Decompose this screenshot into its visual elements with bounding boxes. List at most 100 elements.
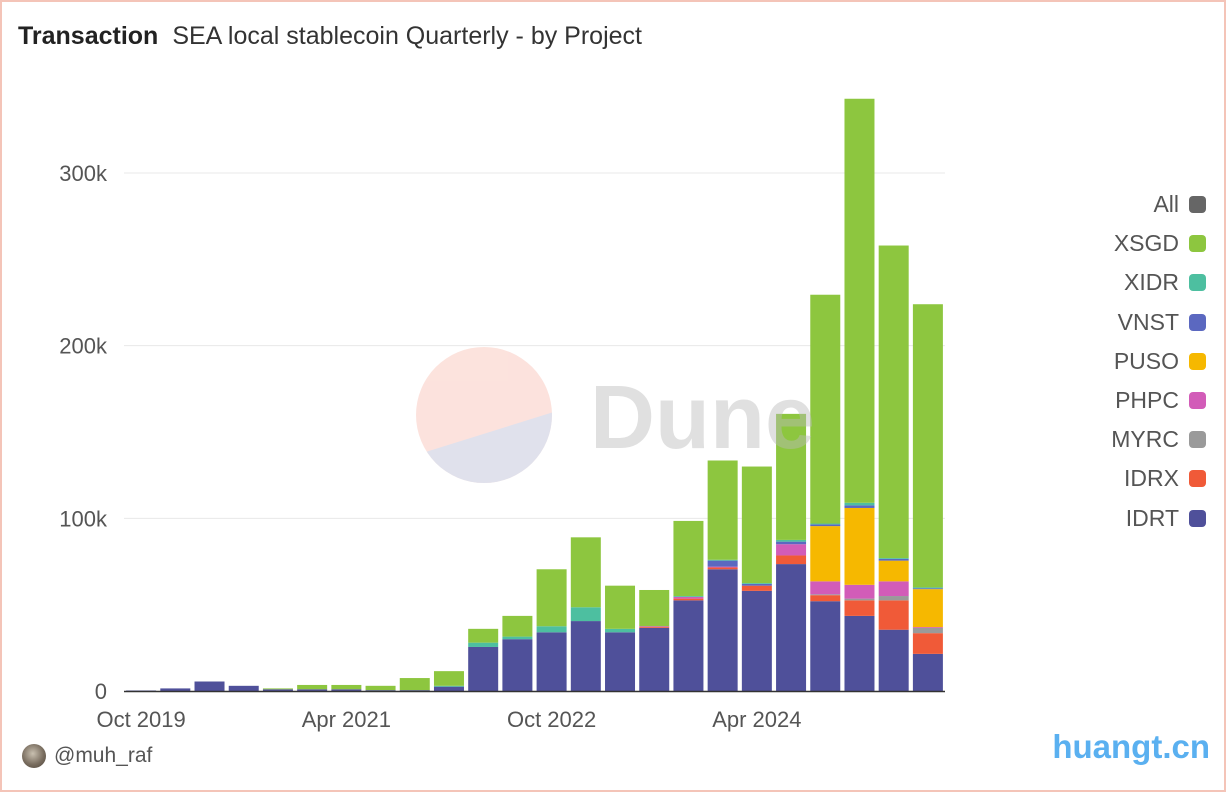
bar-segment-idrt xyxy=(536,632,567,691)
bar-segment-vnst xyxy=(810,524,841,527)
legend-label: VNST xyxy=(1117,308,1179,335)
bar-segment-xidr xyxy=(844,502,875,506)
legend-item-myrc[interactable]: MYRC xyxy=(1111,420,1206,459)
bar-segment-xidr xyxy=(502,636,533,640)
bar-segment-idrx xyxy=(912,633,943,654)
avatar xyxy=(22,744,46,768)
bar-segment-myrc xyxy=(844,598,875,601)
bar-segment-xsgd xyxy=(844,98,875,503)
bar-segment-idrt xyxy=(331,689,362,691)
bar-segment-xidr xyxy=(570,607,601,622)
legend-swatch xyxy=(1189,470,1206,488)
author[interactable]: @muh_raf xyxy=(22,744,152,768)
bar-segment-idrx xyxy=(707,567,738,570)
legend-swatch xyxy=(1189,392,1206,410)
bar-segment-idrt xyxy=(399,690,430,691)
dune-watermark-text: Dune xyxy=(590,368,815,468)
bar-segment-xsgd xyxy=(365,685,396,691)
bar-segment-idrt xyxy=(228,685,259,691)
bar-segment-xsgd xyxy=(262,688,293,690)
title-main: Transaction xyxy=(18,22,159,50)
legend-item-xidr[interactable]: XIDR xyxy=(1111,263,1206,302)
legend-item-idrt[interactable]: IDRT xyxy=(1111,499,1206,538)
bar-segment-phpc xyxy=(878,581,909,597)
bar-segment-idrx xyxy=(810,595,841,602)
bar-segment-myrc xyxy=(912,627,943,634)
legend-swatch xyxy=(1189,274,1206,292)
bar-segment-vnst xyxy=(741,583,772,586)
bar-segment-idrt xyxy=(844,615,875,691)
chart-title: Transaction SEA local stablecoin Quarterl… xyxy=(18,22,642,51)
bar-segment-myrc xyxy=(878,596,909,601)
bar-segment-idrt xyxy=(365,690,396,691)
title-subtitle: SEA local stablecoin Quarterly - by Proj… xyxy=(172,22,642,50)
y-tick-label: 300k xyxy=(59,161,108,186)
bar-segment-xidr xyxy=(810,523,841,525)
bar-segment-idrt xyxy=(673,600,704,691)
y-tick-label: 100k xyxy=(59,506,108,531)
bar-segment-idrt xyxy=(194,681,225,691)
legend-item-vnst[interactable]: VNST xyxy=(1111,303,1206,342)
bar-segment-phpc xyxy=(673,596,704,599)
bar-segment-phpc xyxy=(707,566,738,568)
bar-segment-xsgd xyxy=(433,671,464,686)
bar-segment-phpc xyxy=(912,627,943,628)
bar-segment-idrt xyxy=(878,629,909,691)
bar-segment-idrt xyxy=(468,646,499,691)
legend-swatch xyxy=(1189,235,1206,253)
bar-segment-xsgd xyxy=(810,294,841,524)
bar-segment-idrt xyxy=(912,653,943,691)
legend-item-puso[interactable]: PUSO xyxy=(1111,342,1206,381)
bar-segment-xidr xyxy=(433,685,464,687)
bar-segment-xidr xyxy=(673,596,704,597)
legend-label: PHPC xyxy=(1115,387,1179,414)
bar-segment-xidr xyxy=(707,559,738,561)
bar-segment-puso xyxy=(810,526,841,582)
legend-item-all[interactable]: All xyxy=(1111,185,1206,224)
bar-segment-idrt xyxy=(570,621,601,691)
author-name: @muh_raf xyxy=(54,744,153,767)
legend-item-phpc[interactable]: PHPC xyxy=(1111,381,1206,420)
y-tick-label: 0 xyxy=(95,679,107,704)
legend-swatch xyxy=(1189,196,1206,214)
bar-segment-puso xyxy=(912,589,943,628)
bar-segment-xsgd xyxy=(878,245,909,559)
bar-segment-xsgd xyxy=(331,684,362,690)
bar-segment-xidr xyxy=(536,626,567,633)
legend-label: All xyxy=(1153,191,1179,218)
bar-segment-idrt xyxy=(160,688,191,691)
bar-segment-xsgd xyxy=(570,537,601,608)
bar-segment-xidr xyxy=(912,587,943,589)
bar-segment-idrt xyxy=(639,627,670,691)
bar-segment-idrt xyxy=(707,569,738,691)
brand-watermark: huangt.cn xyxy=(1052,728,1210,765)
bar-segment-phpc xyxy=(844,584,875,599)
bar-segment-idrx xyxy=(741,585,772,591)
bar-segment-xsgd xyxy=(707,460,738,560)
bar-segment-idrt xyxy=(297,689,328,691)
bar-segment-xidr xyxy=(878,558,909,559)
bar-segment-phpc xyxy=(776,544,807,556)
bar-segment-vnst xyxy=(707,560,738,567)
bar-segment-idrt xyxy=(741,590,772,691)
bar-segment-vnst xyxy=(912,588,943,590)
legend-item-xsgd[interactable]: XSGD xyxy=(1111,224,1206,263)
x-tick-label: Oct 2019 xyxy=(96,707,185,732)
bar-segment-xsgd xyxy=(912,304,943,588)
bar-segment-xsgd xyxy=(399,678,430,691)
legend-label: IDRT xyxy=(1125,504,1179,531)
legend-swatch xyxy=(1189,431,1206,449)
bar-segment-xidr xyxy=(741,583,772,584)
bar-segment-xidr xyxy=(776,539,807,542)
bar-segment-idrx xyxy=(776,555,807,565)
bar-segment-puso xyxy=(878,560,909,582)
bar-segment-xidr xyxy=(605,628,636,633)
x-tick-label: Oct 2022 xyxy=(507,707,596,732)
legend-label: IDRX xyxy=(1124,465,1179,492)
bar-segment-phpc xyxy=(810,581,841,595)
bar-segment-xsgd xyxy=(536,569,567,627)
legend-item-idrx[interactable]: IDRX xyxy=(1111,459,1206,498)
bar-segment-idrx xyxy=(673,598,704,601)
bar-segment-xsgd xyxy=(502,615,533,637)
